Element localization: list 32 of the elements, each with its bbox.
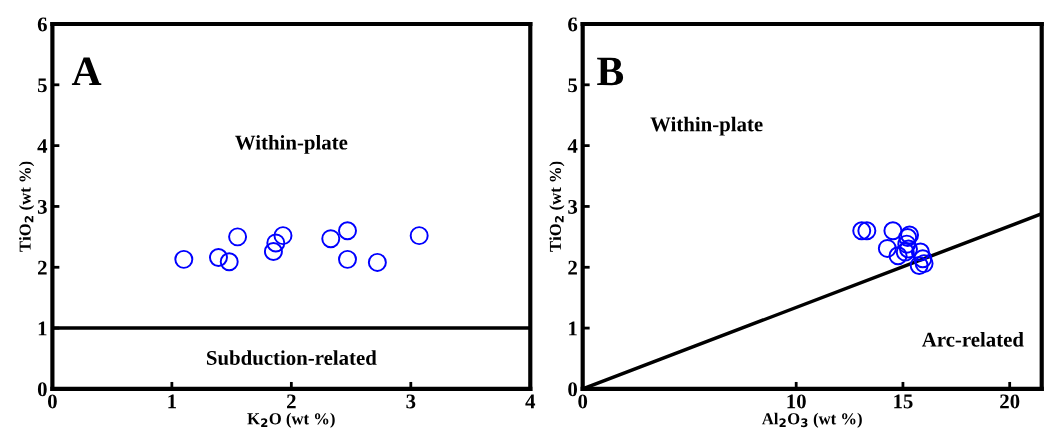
annotation: Arc-related: [921, 332, 1024, 347]
x-tick-label: 15: [894, 394, 913, 409]
y-tick-label: 3: [37, 199, 47, 214]
y-tick-label: 2: [38, 260, 47, 275]
y-tick-label: 2: [568, 260, 577, 275]
annotation: Within-plate: [235, 134, 348, 154]
x-axis-title: K$_{2}$O (wt %): [247, 412, 335, 428]
y-tick-label: 4: [37, 139, 48, 153]
x-tick-label: 1: [168, 394, 176, 409]
y-tick-label: 6: [568, 17, 578, 32]
annotation: B: [597, 57, 624, 86]
x-tick-label: 3: [406, 394, 416, 409]
y-tick-label: 0: [568, 382, 578, 397]
annotation: A: [71, 57, 102, 86]
y-tick-label: 1: [38, 321, 47, 336]
x-axis-title: Al$_{2}$O$_{3}$ (wt %): [761, 412, 862, 428]
x-tick-label: 20: [1000, 394, 1020, 409]
y-tick-label: 4: [567, 139, 578, 153]
y-tick-label: 3: [568, 199, 578, 214]
x-tick-label: 2: [287, 394, 296, 409]
annotation: Within-plate: [650, 116, 763, 136]
x-tick-label: 4: [525, 394, 536, 409]
x-tick-label: 10: [787, 394, 806, 409]
annotation: Subduction-related: [206, 350, 377, 365]
y-tick-label: 1: [569, 321, 577, 336]
y-tick-label: 5: [568, 78, 578, 93]
y-tick-label: 5: [37, 78, 47, 93]
x-tick-label: 0: [578, 394, 588, 409]
y-axis-title: TiO$_{2}$ (wt %): [19, 161, 35, 252]
y-axis-title: TiO$_{2}$ (wt %): [549, 161, 565, 252]
y-tick-label: 0: [37, 382, 47, 397]
y-tick-label: 6: [37, 17, 47, 32]
